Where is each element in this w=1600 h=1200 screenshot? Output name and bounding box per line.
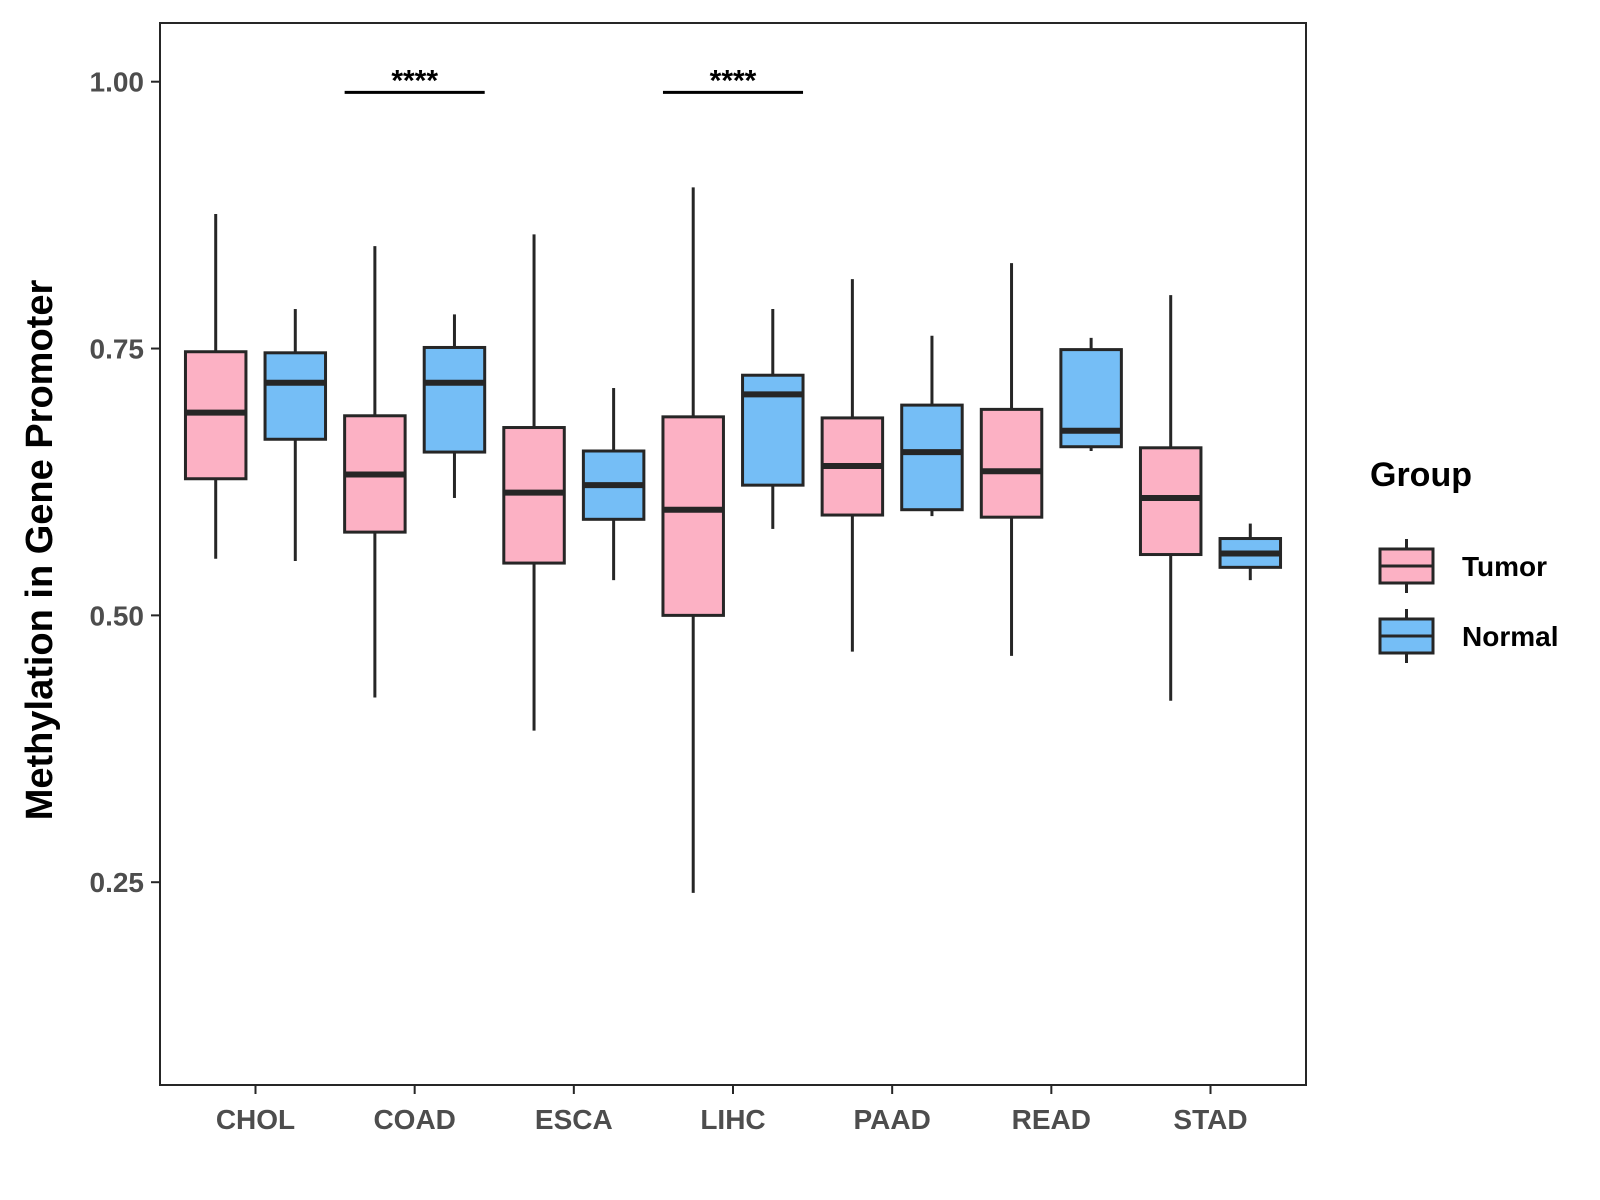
x-tick-label: STAD	[1173, 1104, 1247, 1135]
significance-label: ****	[710, 64, 757, 97]
legend-label: Tumor	[1462, 551, 1547, 582]
box-iqr	[661, 415, 725, 617]
legend-item-normal: Normal	[1378, 609, 1558, 663]
box-iqr	[1138, 446, 1203, 557]
y-axis-title: Methylation in Gene Promoter	[19, 280, 61, 821]
box-normal-lihc	[741, 309, 805, 529]
legend: Group Tumor Normal	[1370, 456, 1558, 663]
box-tumor-lihc	[661, 187, 725, 893]
x-tick-label: PAAD	[854, 1104, 931, 1135]
y-tick-label: 0.75	[90, 334, 145, 365]
y-tick-label: 0.50	[90, 600, 145, 631]
box-normal-read	[1059, 337, 1123, 452]
box-normal-coad	[422, 314, 487, 498]
significance-label: ****	[391, 64, 438, 97]
y-tick-label: 0.25	[90, 867, 145, 898]
box-normal-stad	[1218, 523, 1283, 581]
box-iqr	[422, 345, 487, 454]
box-normal-chol	[263, 309, 328, 561]
box-iqr	[979, 407, 1044, 519]
x-tick-label: READ	[1012, 1104, 1091, 1135]
y-tick-label: 1.00	[90, 67, 145, 98]
box-tumor-paad	[820, 279, 885, 652]
legend-title: Group	[1370, 456, 1472, 494]
x-tick-label: CHOL	[216, 1104, 295, 1135]
box-tumor-chol	[183, 214, 248, 559]
x-tick-label: LIHC	[700, 1104, 765, 1135]
legend-item-tumor: Tumor	[1378, 539, 1547, 593]
box-normal-esca	[581, 388, 646, 581]
x-tick-label: COAD	[373, 1104, 455, 1135]
plot-panel-border	[159, 22, 1307, 1086]
x-tick-label: ESCA	[535, 1104, 613, 1135]
box-tumor-coad	[343, 246, 407, 698]
box-iqr	[263, 351, 328, 441]
box-tumor-esca	[502, 234, 566, 731]
box-normal-paad	[900, 335, 964, 517]
box-iqr	[900, 403, 964, 512]
legend-label: Normal	[1462, 621, 1558, 652]
box-tumor-read	[979, 263, 1044, 656]
box-tumor-stad	[1138, 295, 1203, 701]
